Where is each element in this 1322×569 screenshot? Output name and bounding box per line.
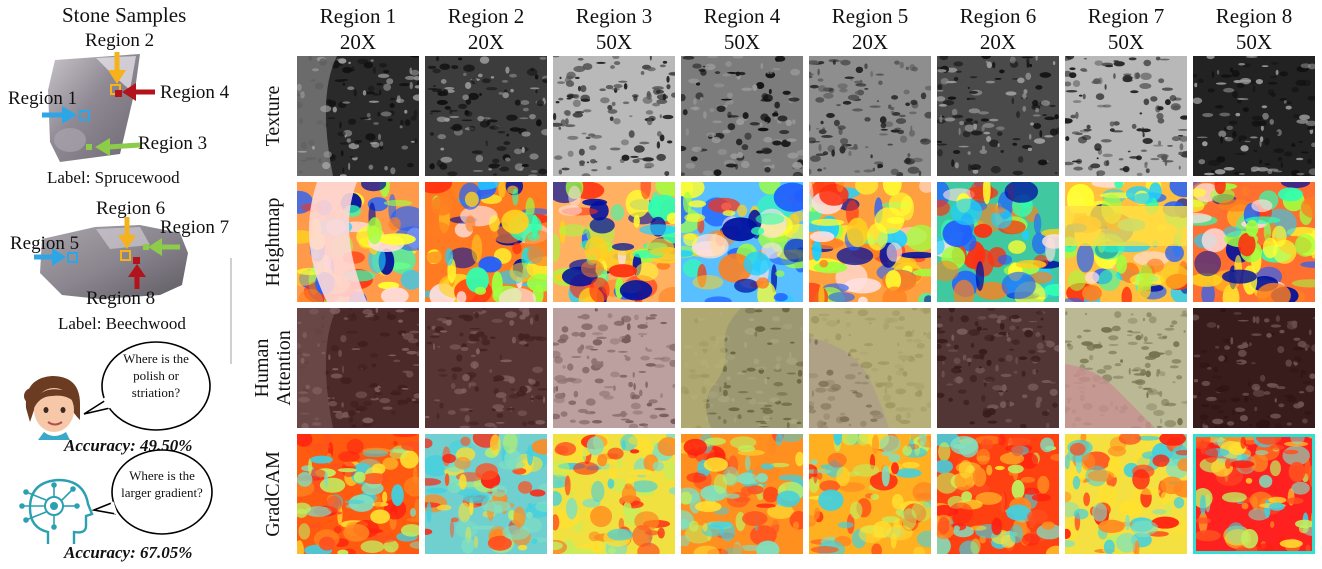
question-line: polish or xyxy=(133,368,179,383)
texture-tile xyxy=(297,56,419,176)
heightmap-tile xyxy=(681,182,803,302)
texture-tile xyxy=(425,56,547,176)
column-header: Region 4 50X xyxy=(680,3,804,55)
region-label: Region 1 xyxy=(8,88,78,109)
sample-label: Label: Beechwood xyxy=(58,314,186,333)
column-header: Region 1 20X xyxy=(296,3,420,55)
stone-sample-sprucewood xyxy=(42,52,155,162)
stone-sample-beechwood xyxy=(34,217,188,299)
column-magnification: 50X xyxy=(1107,30,1145,54)
attention-tile xyxy=(1065,308,1187,428)
gradcam-tile xyxy=(809,434,931,554)
heightmap-tile xyxy=(809,182,931,302)
column-magnification: 20X xyxy=(467,30,505,54)
attention-tile xyxy=(297,308,419,428)
column-magnification: 20X xyxy=(851,30,889,54)
column-magnification: 50X xyxy=(595,30,633,54)
column-region: Region 1 xyxy=(319,4,397,28)
question-line: Where is the xyxy=(123,351,189,366)
texture-tile xyxy=(809,56,931,176)
region-label: Region 7 xyxy=(160,217,230,238)
column-region: Region 8 xyxy=(1215,4,1293,28)
row-label-line: Attention xyxy=(273,330,295,406)
speech-bubble-icon xyxy=(83,341,211,431)
row-label-line: Human xyxy=(251,338,273,398)
column-header: Region 5 20X xyxy=(808,3,932,55)
heightmap-tile xyxy=(1065,182,1187,302)
heightmap-tile xyxy=(425,182,547,302)
column-magnification: 50X xyxy=(723,30,761,54)
sample-label: Label: Sprucewood xyxy=(47,168,180,187)
region-label: Region 6 xyxy=(96,198,166,219)
ai-head-icon xyxy=(19,478,94,544)
gradcam-tile xyxy=(681,434,803,554)
row-label: Human Attention xyxy=(251,306,295,430)
gradcam-tile xyxy=(1193,434,1315,554)
row-label-line: Texture xyxy=(262,85,284,147)
divider xyxy=(230,258,232,364)
heightmap-tile xyxy=(1193,182,1315,302)
row-label-line: Heightmap xyxy=(262,197,284,287)
attention-tile xyxy=(553,308,675,428)
column-magnification: 20X xyxy=(339,30,377,54)
region-label: Region 2 xyxy=(85,30,155,51)
gradcam-tile xyxy=(297,434,419,554)
column-region: Region 7 xyxy=(1087,4,1165,28)
heightmap-tile xyxy=(937,182,1059,302)
attention-tile xyxy=(809,308,931,428)
model-accuracy: Accuracy: 67.05% xyxy=(64,543,193,562)
region-label: Region 8 xyxy=(86,288,156,309)
attention-tile xyxy=(1193,308,1315,428)
texture-tile xyxy=(681,56,803,176)
column-header: Region 6 20X xyxy=(936,3,1060,55)
row-label-line: GradCAM xyxy=(262,451,284,537)
heightmap-tile xyxy=(553,182,675,302)
column-magnification: 50X xyxy=(1235,30,1273,54)
woman-face-icon xyxy=(24,376,80,440)
question-line: larger gradient? xyxy=(121,485,203,500)
attention-tile xyxy=(425,308,547,428)
attention-tile xyxy=(937,308,1059,428)
texture-tile xyxy=(1193,56,1315,176)
region-label: Region 3 xyxy=(138,133,208,154)
gradcam-tile xyxy=(553,434,675,554)
column-header: Region 3 50X xyxy=(552,3,676,55)
heightmap-tile xyxy=(297,182,419,302)
row-label: Texture xyxy=(262,54,284,178)
texture-tile xyxy=(1065,56,1187,176)
column-header: Region 8 50X xyxy=(1192,3,1316,55)
gradcam-tile xyxy=(1065,434,1187,554)
gradcam-tile xyxy=(425,434,547,554)
gradcam-tile xyxy=(937,434,1059,554)
question-line: Where is the xyxy=(129,468,195,483)
question-line: striation? xyxy=(131,385,181,400)
column-header: Region 2 20X xyxy=(424,3,548,55)
column-header: Region 7 50X xyxy=(1064,3,1188,55)
column-region: Region 5 xyxy=(831,4,909,28)
attention-tile xyxy=(681,308,803,428)
column-region: Region 4 xyxy=(703,4,781,28)
region-label: Region 5 xyxy=(10,233,80,254)
texture-tile xyxy=(553,56,675,176)
panel-title: Stone Samples xyxy=(62,3,187,27)
column-region: Region 2 xyxy=(447,4,525,28)
column-magnification: 20X xyxy=(979,30,1017,54)
speech-bubble-icon xyxy=(92,449,213,535)
arrow-icon xyxy=(34,217,180,289)
column-region: Region 6 xyxy=(959,4,1037,28)
arrow-icon xyxy=(42,52,155,156)
row-label: GradCAM xyxy=(262,432,284,556)
column-region: Region 3 xyxy=(575,4,653,28)
row-label: Heightmap xyxy=(262,180,284,304)
region-label: Region 4 xyxy=(160,82,230,103)
texture-tile xyxy=(937,56,1059,176)
